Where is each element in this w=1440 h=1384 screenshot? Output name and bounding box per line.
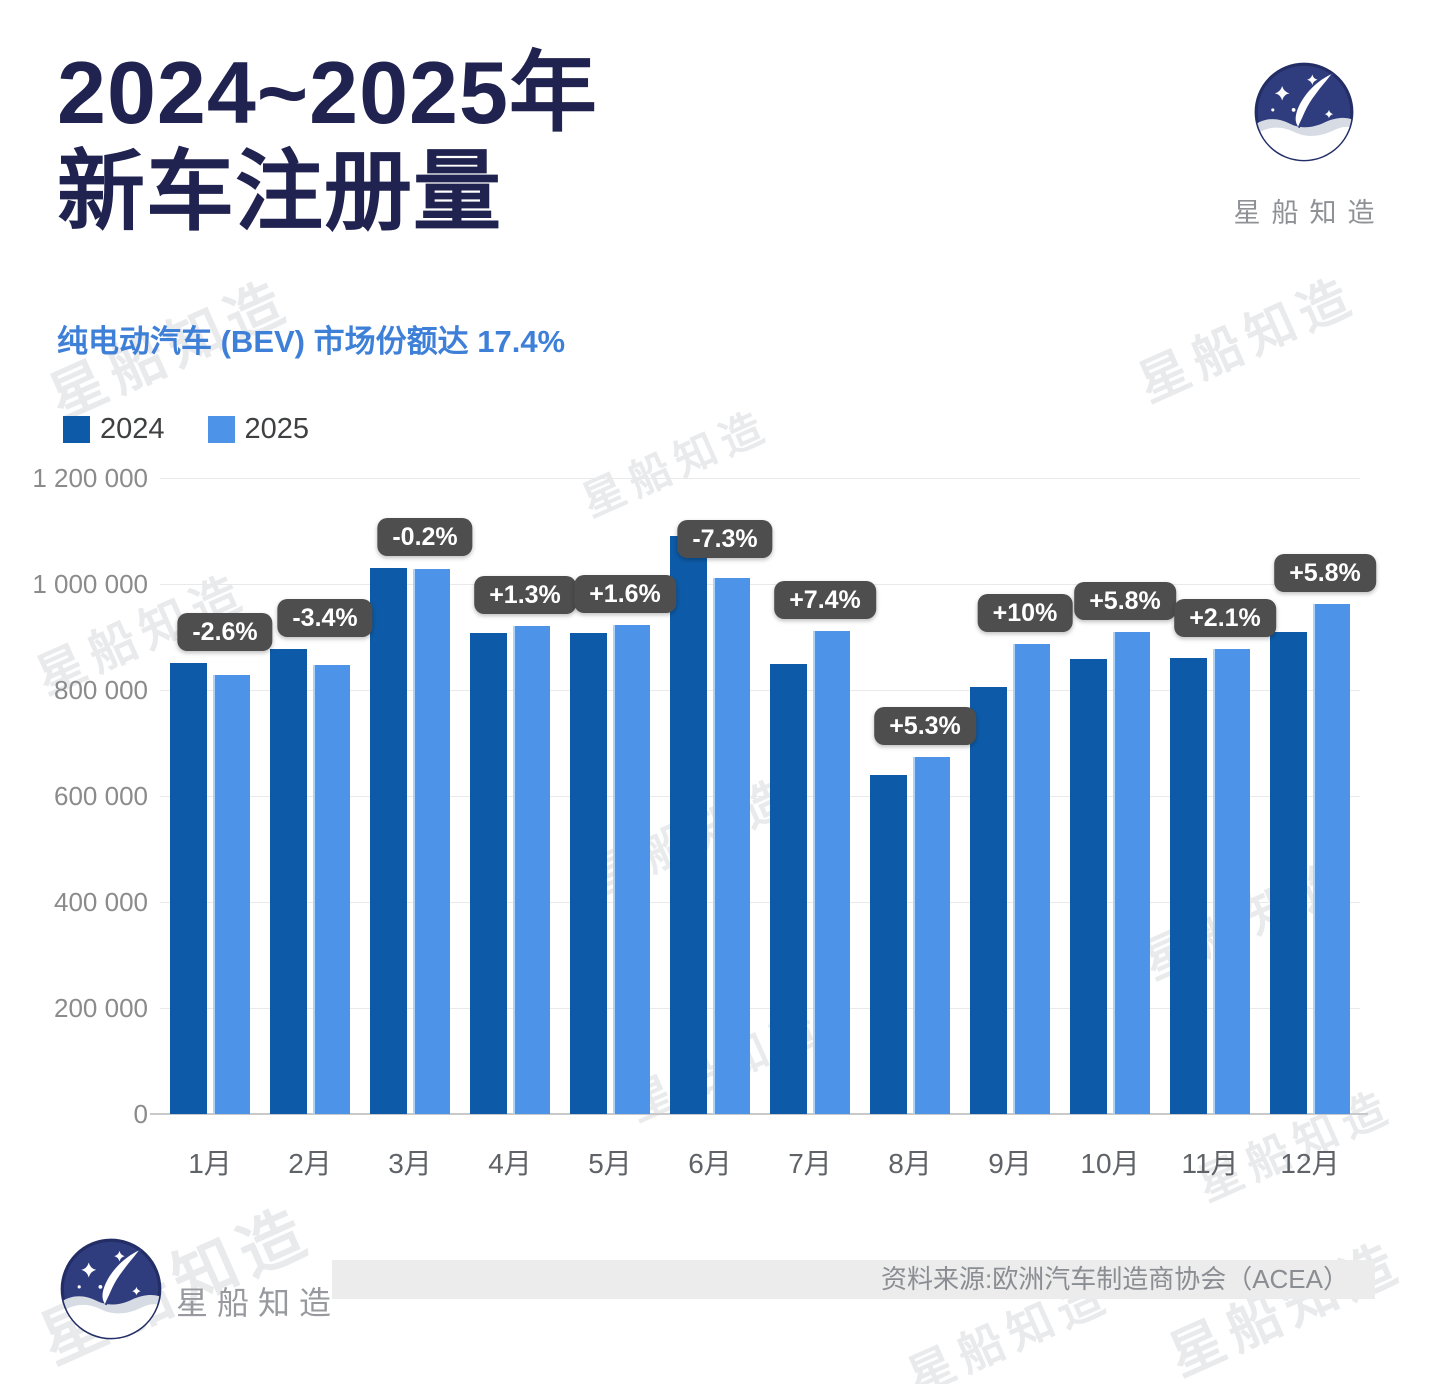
- y-axis-tick-label: 400 000: [54, 887, 148, 917]
- change-badge-7月: +7.4%: [774, 580, 876, 619]
- x-axis-label-9月: 9月: [988, 1148, 1032, 1179]
- source-band: 资料来源:欧洲汽车制造商协会（ACEA）: [332, 1260, 1375, 1299]
- y-axis-tick-label: 1 200 000: [32, 463, 148, 493]
- legend-label-2024: 2024: [100, 413, 165, 445]
- page-title: 2024~2025年 新车注册量: [57, 43, 598, 241]
- bar-2024-3月: [370, 568, 407, 1114]
- bar-2025-8月: [913, 756, 950, 1114]
- change-badge-4月: +1.3%: [474, 576, 576, 615]
- bar-2025-12月: [1313, 604, 1350, 1114]
- bar-2025-7月: [813, 630, 850, 1114]
- y-axis-tick-label: 1 000 000: [32, 569, 148, 599]
- x-axis-label-10月: 10月: [1080, 1148, 1140, 1179]
- data-source: 资料来源:欧洲汽车制造商协会（ACEA）: [880, 1264, 1349, 1294]
- chart-legend: 2024 2025: [63, 413, 309, 446]
- bar-2025-10月: [1113, 632, 1150, 1114]
- y-axis-tick-label: 0: [133, 1099, 148, 1129]
- bar-2025-9月: [1013, 643, 1050, 1114]
- gridline: [160, 584, 1360, 585]
- bar-2024-9月: [970, 686, 1007, 1114]
- change-badge-9月: +10%: [977, 593, 1073, 632]
- bar-2025-2月: [313, 665, 350, 1114]
- change-badge-12月: +5.8%: [1274, 554, 1376, 593]
- change-badge-5月: +1.6%: [574, 574, 676, 613]
- brand-ship-logo-icon: [58, 1238, 164, 1346]
- title-line-2: 新车注册量: [57, 141, 503, 241]
- gridline: [160, 902, 1360, 903]
- bar-2024-7月: [770, 664, 807, 1114]
- bar-2025-3月: [413, 569, 450, 1114]
- bar-2024-6月: [670, 535, 707, 1114]
- brand-ship-logo-icon: [1252, 62, 1356, 168]
- chart-subtitle: 纯电动汽车 (BEV) 市场份额达 17.4%: [57, 324, 566, 359]
- gridline: [160, 690, 1360, 691]
- x-axis-label-5月: 5月: [588, 1148, 632, 1179]
- bar-2025-1月: [213, 674, 250, 1114]
- x-axis-label-12月: 12月: [1280, 1148, 1340, 1179]
- x-axis-label-1月: 1月: [188, 1148, 232, 1179]
- y-axis-tick-label: 800 000: [54, 675, 148, 705]
- bar-2024-1月: [170, 662, 207, 1114]
- change-badge-3月: -0.2%: [377, 518, 473, 557]
- x-axis-label-8月: 8月: [888, 1148, 932, 1179]
- bar-2024-5月: [570, 632, 607, 1114]
- change-badge-8月: +5.3%: [874, 706, 976, 745]
- bar-2025-6月: [713, 578, 750, 1114]
- change-badge-2月: -3.4%: [277, 599, 373, 638]
- y-axis-tick-label: 200 000: [54, 993, 148, 1023]
- bar-2025-11月: [1213, 648, 1250, 1114]
- bar-2024-2月: [270, 649, 307, 1114]
- legend-swatch-2025: [207, 416, 235, 443]
- bar-2024-12月: [1270, 632, 1307, 1114]
- brand-logo-bottom: [58, 1236, 164, 1347]
- change-badge-1月: -2.6%: [177, 612, 273, 651]
- bar-2024-8月: [870, 774, 907, 1114]
- brand-name-top: 星船知造: [1233, 198, 1386, 228]
- bar-2025-4月: [513, 626, 550, 1114]
- x-axis-label-11月: 11月: [1181, 1148, 1239, 1179]
- brand-logo-top: 星船知造: [1234, 60, 1375, 230]
- change-badge-11月: +2.1%: [1174, 598, 1276, 637]
- legend-swatch-2024: [63, 416, 90, 443]
- gridline: [160, 478, 1360, 479]
- x-axis-line: [150, 1113, 1368, 1115]
- x-axis-label-3月: 3月: [388, 1148, 432, 1179]
- change-badge-6月: -7.3%: [677, 519, 773, 558]
- title-line-1: 2024~2025年: [57, 43, 598, 142]
- change-badge-10月: +5.8%: [1074, 582, 1176, 621]
- x-axis-label-4月: 4月: [488, 1148, 532, 1179]
- gridline: [160, 796, 1360, 797]
- x-axis-label-6月: 6月: [688, 1148, 732, 1179]
- bar-2024-11月: [1170, 658, 1207, 1114]
- x-axis-label-2月: 2月: [288, 1148, 332, 1179]
- y-axis-tick-label: 600 000: [54, 781, 148, 811]
- bar-2024-4月: [470, 632, 507, 1114]
- bar-2024-10月: [1070, 658, 1107, 1114]
- bar-2025-5月: [613, 624, 650, 1114]
- gridline: [160, 1008, 1360, 1009]
- brand-name-bottom: 星船知造: [176, 1285, 341, 1321]
- legend-label-2025: 2025: [244, 413, 310, 445]
- x-axis-label-7月: 7月: [788, 1148, 832, 1179]
